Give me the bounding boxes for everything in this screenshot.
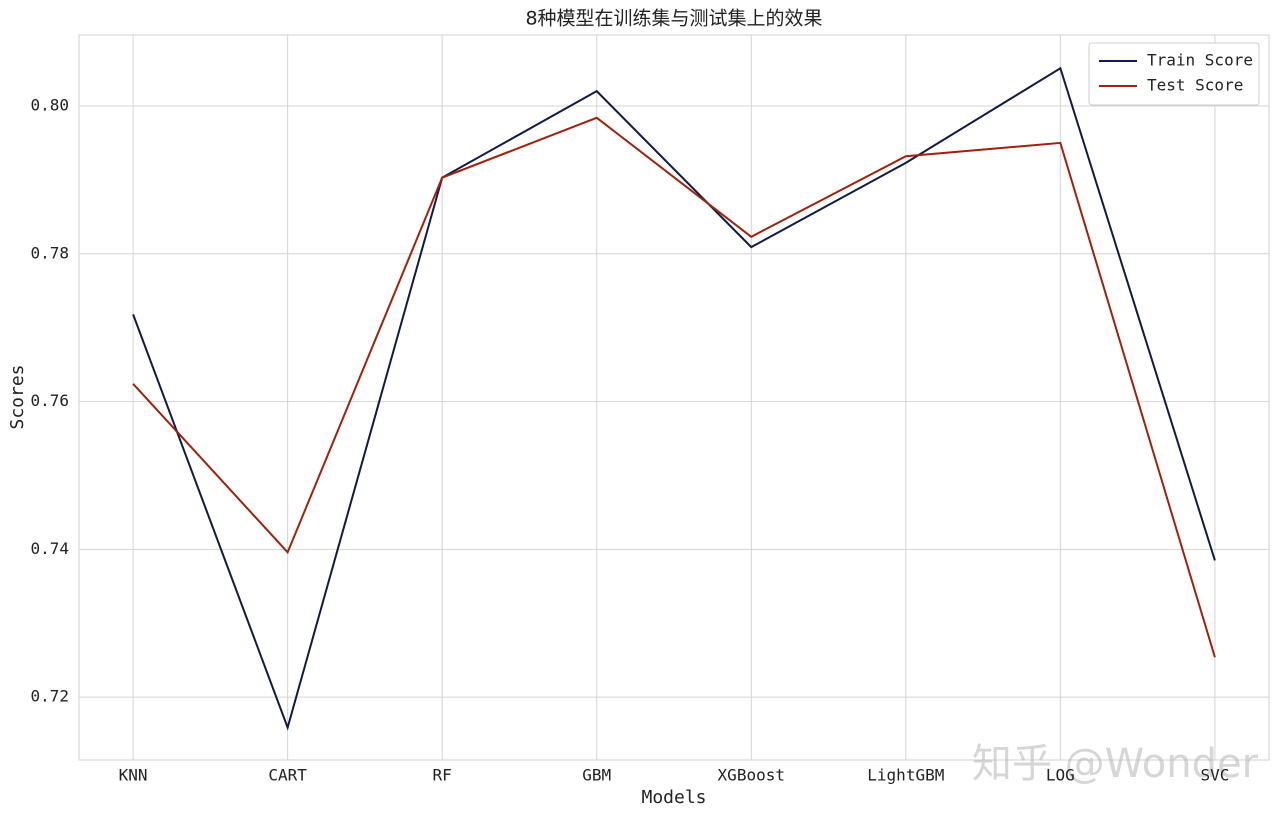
legend-box [1088, 42, 1260, 106]
x-tick-label: XGBoost [718, 766, 785, 785]
x-tick-label: GBM [582, 766, 611, 785]
x-tick-label: KNN [119, 766, 148, 785]
x-axis-label: Models [641, 787, 706, 808]
y-tick-label: 0.74 [30, 539, 69, 558]
x-tick-label: LOG [1046, 766, 1075, 785]
grid [79, 35, 1269, 760]
x-tick-label: RF [433, 766, 452, 785]
legend-label: Train Score [1147, 51, 1253, 70]
chart-title: 8种模型在训练集与测试集上的效果 [525, 8, 822, 30]
y-axis-label: Scores [7, 364, 28, 429]
line-series [132, 66, 1216, 731]
x-tick-label: CART [268, 766, 307, 785]
x-tick-label: LightGBM [867, 766, 944, 785]
y-tick-label: 0.78 [30, 243, 69, 262]
y-tick-label: 0.80 [30, 95, 69, 114]
legend-label: Test Score [1147, 76, 1243, 95]
y-tick-label: 0.76 [30, 391, 69, 410]
x-tick-label: SVC [1200, 766, 1229, 785]
legend: Train Score Test Score [1088, 42, 1260, 106]
plot-area [78, 34, 1270, 761]
line-series [132, 116, 1216, 658]
watermark: 知乎 @Wonder [972, 741, 1259, 787]
y-tick-label: 0.72 [30, 687, 69, 706]
